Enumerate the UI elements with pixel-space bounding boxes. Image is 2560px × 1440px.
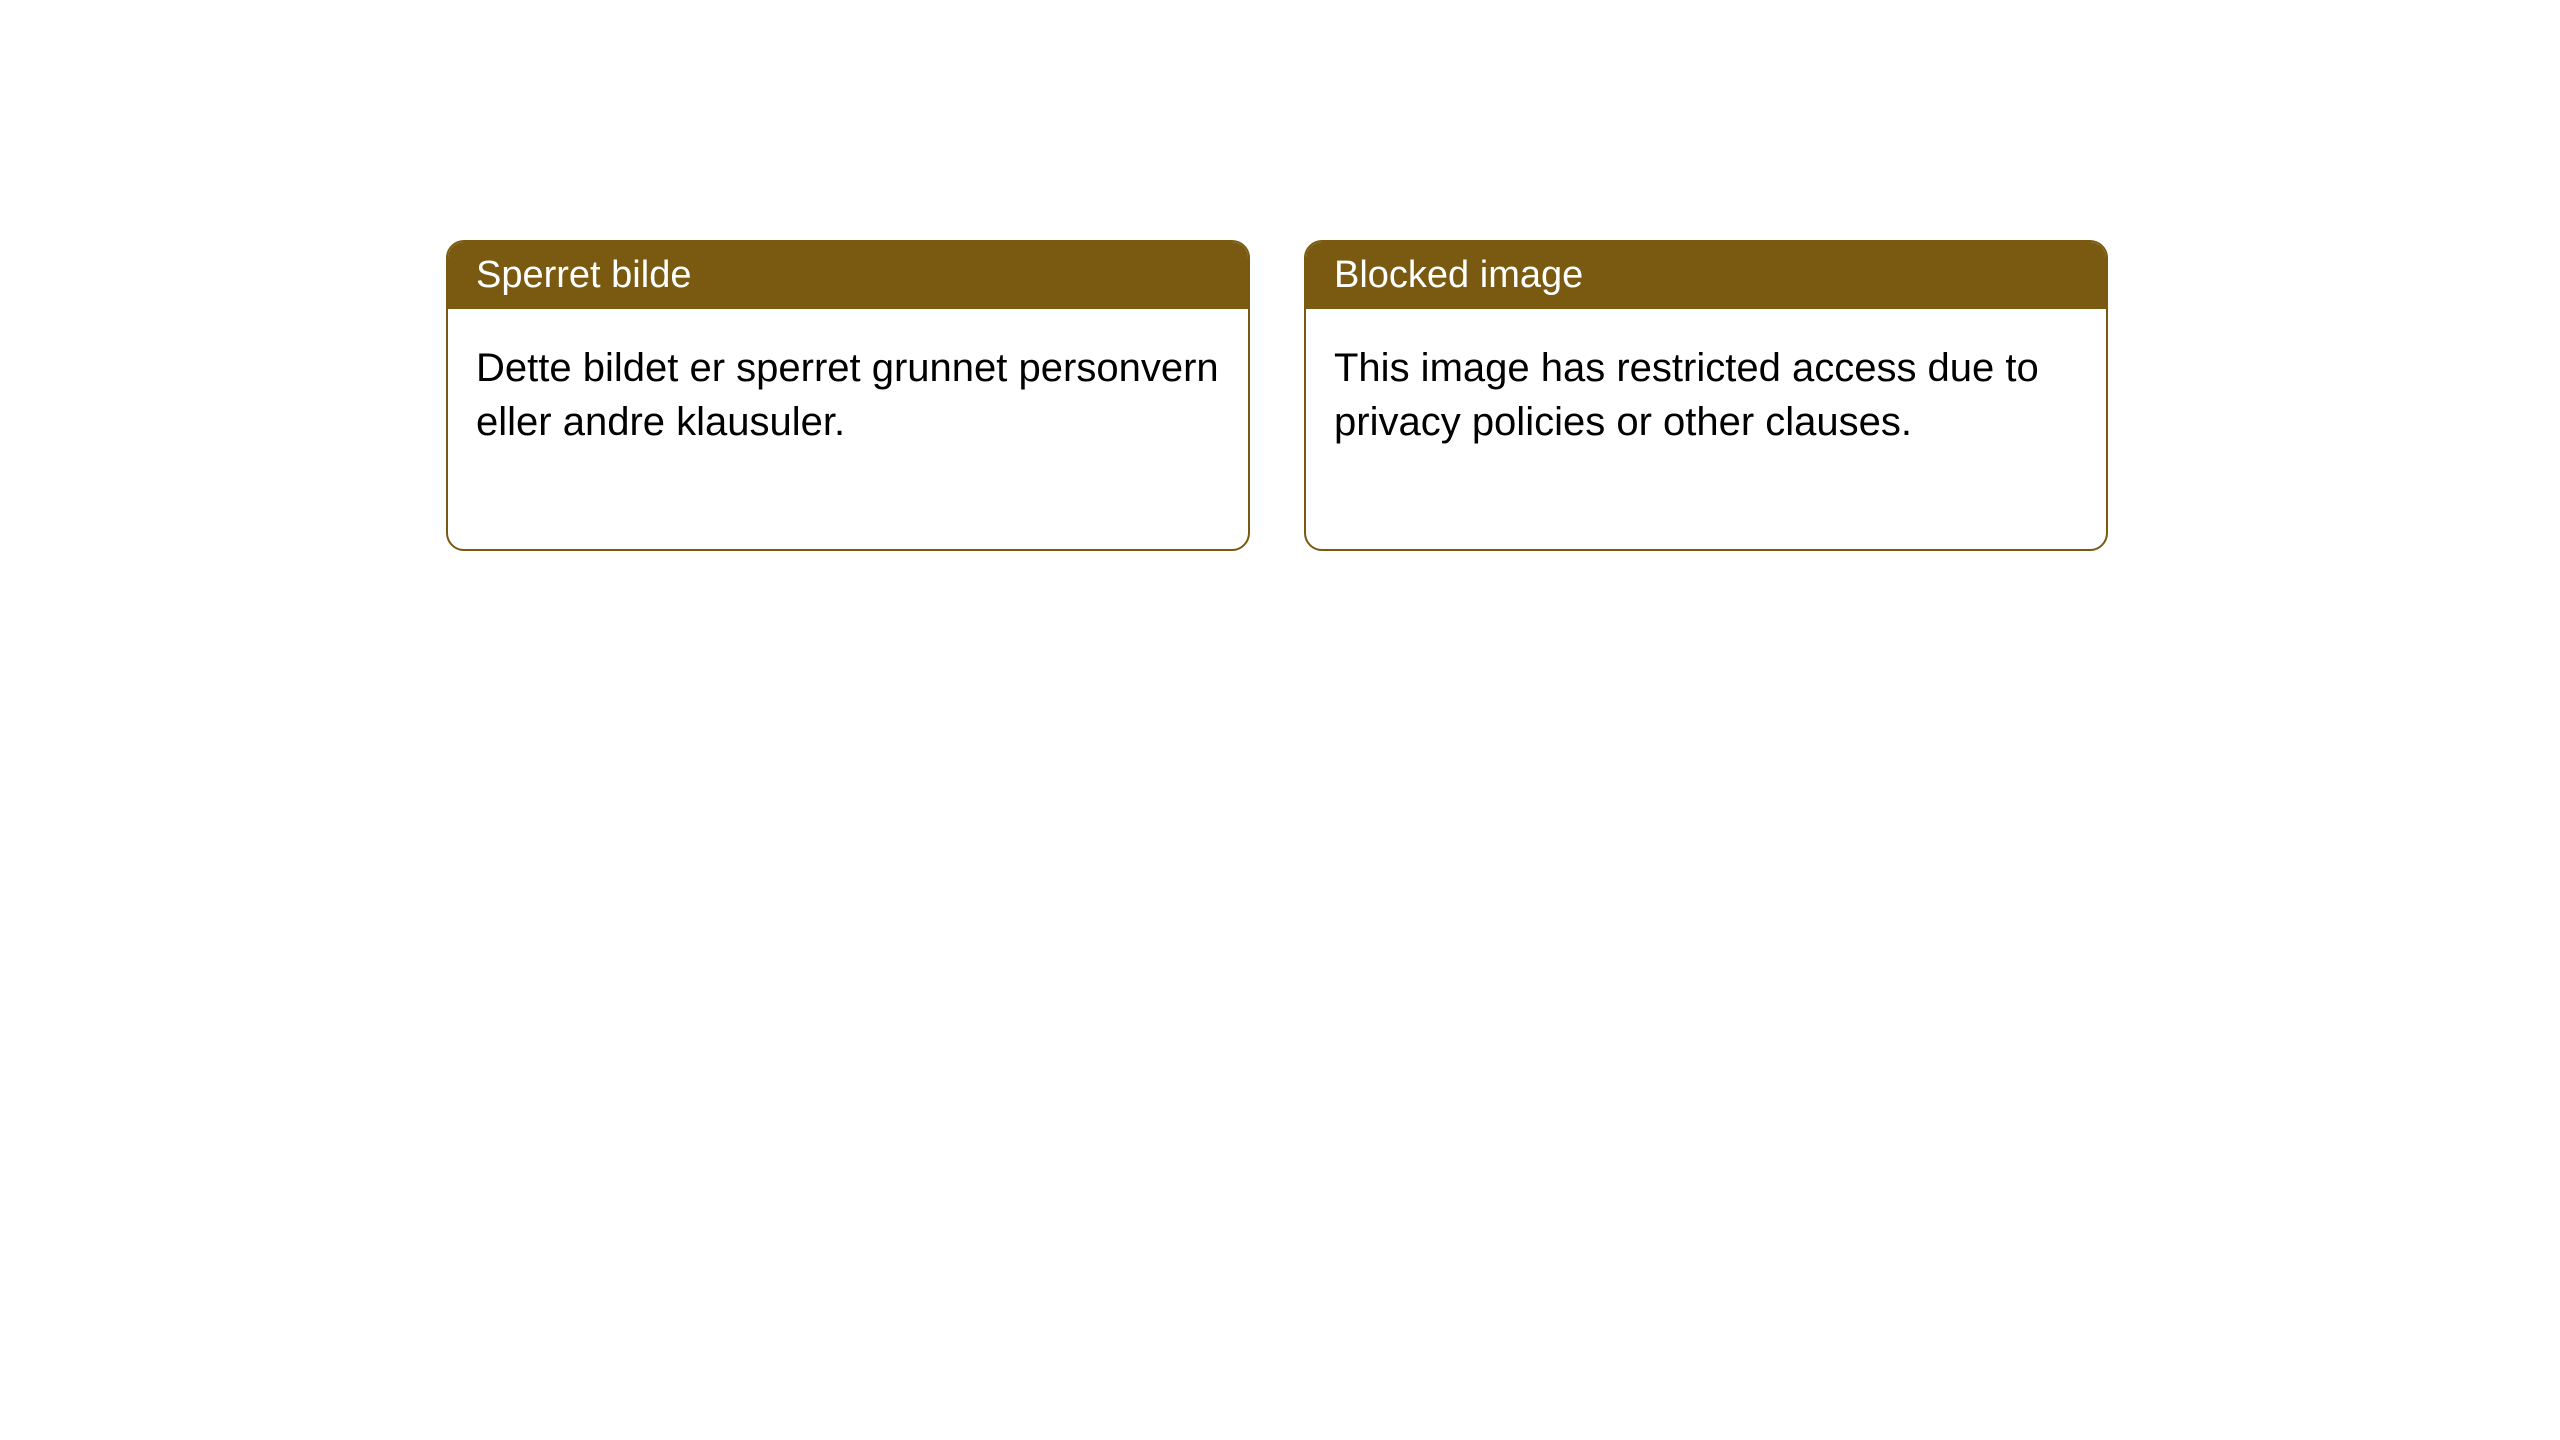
card-title: Blocked image bbox=[1334, 254, 1583, 296]
blocked-image-cards-container: Sperret bilde Dette bildet er sperret gr… bbox=[446, 240, 2108, 551]
card-header: Sperret bilde bbox=[448, 242, 1248, 309]
blocked-image-card-english: Blocked image This image has restricted … bbox=[1304, 240, 2108, 551]
card-body-text: Dette bildet er sperret grunnet personve… bbox=[476, 346, 1219, 444]
card-body: This image has restricted access due to … bbox=[1306, 309, 2106, 549]
blocked-image-card-norwegian: Sperret bilde Dette bildet er sperret gr… bbox=[446, 240, 1250, 551]
card-body-text: This image has restricted access due to … bbox=[1334, 346, 2039, 444]
card-header: Blocked image bbox=[1306, 242, 2106, 309]
card-title: Sperret bilde bbox=[476, 254, 691, 296]
card-body: Dette bildet er sperret grunnet personve… bbox=[448, 309, 1248, 549]
